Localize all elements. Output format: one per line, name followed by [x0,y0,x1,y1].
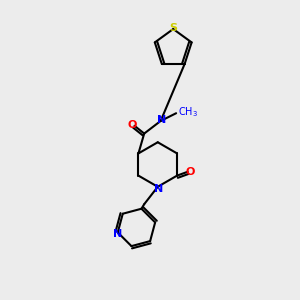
Text: N: N [157,115,166,125]
Text: N: N [154,184,163,194]
Text: N: N [113,230,122,239]
Text: O: O [185,167,195,177]
Text: O: O [128,120,137,130]
Text: S: S [169,23,177,33]
Text: CH$_3$: CH$_3$ [178,105,199,119]
